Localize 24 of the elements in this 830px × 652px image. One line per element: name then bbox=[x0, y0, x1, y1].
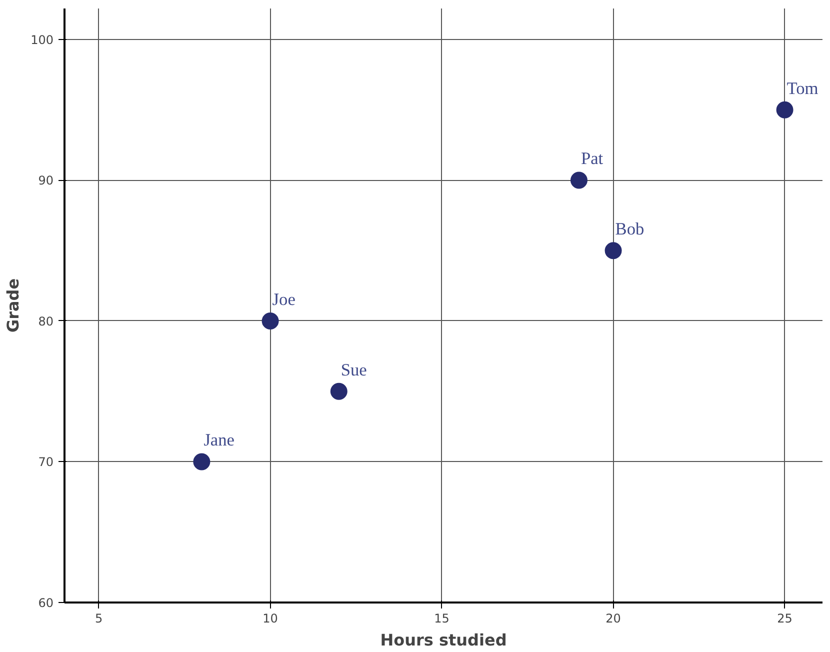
y-axis-title: Grade bbox=[4, 278, 23, 333]
point bbox=[604, 242, 622, 260]
y-tick-label: 70 bbox=[38, 455, 54, 470]
annotation: Sue bbox=[340, 360, 368, 380]
point bbox=[330, 382, 348, 400]
annotation: Joe bbox=[272, 290, 296, 309]
x-axis-title: Hours studied bbox=[380, 630, 507, 650]
y-tick-label: 60 bbox=[38, 596, 54, 610]
y-tick-label: 80 bbox=[38, 314, 54, 328]
point bbox=[570, 172, 588, 189]
annotation: Bob bbox=[615, 220, 644, 239]
x-tick-label: 5 bbox=[94, 612, 103, 626]
x-tick-label: 10 bbox=[262, 612, 278, 626]
x-tick-label: 15 bbox=[434, 612, 450, 626]
point bbox=[262, 312, 279, 330]
y-tick-label: 90 bbox=[38, 174, 54, 188]
point bbox=[193, 453, 210, 470]
point bbox=[776, 101, 794, 118]
x-tick-label: 20 bbox=[606, 612, 621, 626]
annotation: Jane bbox=[204, 430, 235, 450]
x-tick-label: 25 bbox=[777, 612, 792, 626]
annotation: Tom bbox=[786, 78, 819, 98]
y-tick-label: 100 bbox=[30, 32, 54, 47]
annotation: Pat bbox=[580, 149, 604, 168]
